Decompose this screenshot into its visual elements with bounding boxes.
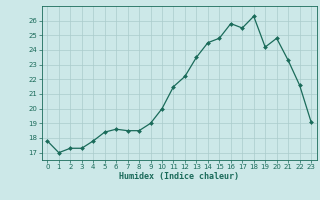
- X-axis label: Humidex (Indice chaleur): Humidex (Indice chaleur): [119, 172, 239, 181]
